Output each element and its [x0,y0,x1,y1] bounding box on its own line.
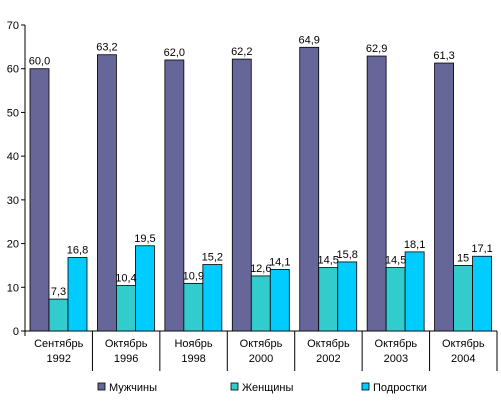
data-label: 62,2 [231,46,252,58]
bar-1-4 [231,58,252,332]
legend-label: Мужчины [109,382,157,394]
bar-2-5 [318,267,339,332]
chart-data-labels: 60,0 63,2 62,0 62,2 64,9 62,9 61,3 7,3 10,4 10,9 1… [29,34,493,298]
y-tick-label: 20 [7,239,19,251]
bar-1-3 [164,59,185,332]
data-label: 16,8 [67,245,88,257]
data-label: 14,5 [385,255,406,267]
bar-3-4 [269,268,290,332]
bar-2-7 [453,265,473,332]
data-label: 61,3 [433,50,454,62]
bar-3-1 [67,257,88,332]
data-label: 14,5 [318,255,339,267]
y-tick-label: 60 [7,64,19,76]
legend-swatch [230,382,239,391]
x-tick-label: Октябрь [307,338,350,350]
data-label: 60,0 [29,56,50,68]
chart-bars [29,46,492,332]
data-label: 15,2 [202,252,223,264]
bar-1-1 [29,68,50,332]
x-tick-label: 2003 [384,353,408,365]
data-label: 17,1 [471,243,492,255]
y-tick-label: 70 [7,20,19,32]
y-tick-label: 40 [7,151,19,163]
bar-1-7 [434,62,454,332]
x-tick-label: 1996 [114,353,138,365]
chart-legend: Мужчины Женщины Подростки [97,382,427,394]
data-label: 63,2 [96,42,117,54]
bar-3-6 [404,251,425,332]
chart-axes: 0 10 20 30 40 50 60 70 Сентябрь 1992 Октябрь 1996 Но… [7,20,498,371]
bar-3-5 [337,261,358,332]
bar-1-2 [97,54,117,332]
y-tick-label: 0 [13,326,19,338]
bar-2-1 [48,298,69,332]
bar-1-6 [366,55,387,332]
y-tick-label: 30 [7,195,19,207]
x-tick-label: 1992 [46,353,70,365]
data-label: 62,0 [164,47,185,59]
bar-3-3 [202,264,223,332]
legend-swatch [97,382,106,391]
bar-1-5 [299,46,320,332]
x-tick-label: Ноябрь [174,338,212,350]
x-tick-label: Октябрь [105,338,148,350]
data-label: 62,9 [366,43,387,55]
x-tick-label: 2000 [249,353,273,365]
data-label: 15 [457,252,469,264]
data-label: 14,1 [269,256,290,268]
data-label: 10,4 [115,273,136,285]
x-tick-label: Сентябрь [34,338,84,350]
legend-label: Подростки [373,382,427,394]
legend-label: Женщины [242,382,293,394]
bar-2-4 [250,275,271,332]
bar-3-7 [472,255,492,332]
data-label: 15,8 [337,249,358,261]
data-label: 10,9 [183,270,204,282]
data-label: 12,6 [250,263,271,275]
x-tick-label: Октябрь [442,338,485,350]
bar-2-6 [385,267,406,332]
legend-swatch [361,382,370,391]
x-tick-label: 1998 [181,353,205,365]
y-tick-label: 50 [7,107,19,119]
bar-2-2 [116,285,136,332]
data-label: 64,9 [299,34,320,46]
x-tick-label: 2002 [316,353,340,365]
x-tick-label: Октябрь [240,338,283,350]
bar-2-3 [183,282,204,332]
data-label: 19,5 [134,233,155,245]
y-tick-label: 10 [7,282,19,294]
bar-3-2 [135,245,155,332]
data-label: 18,1 [404,239,425,251]
x-tick-label: Октябрь [375,338,418,350]
x-tick-label: 2004 [451,353,475,365]
data-label: 7,3 [51,286,66,298]
